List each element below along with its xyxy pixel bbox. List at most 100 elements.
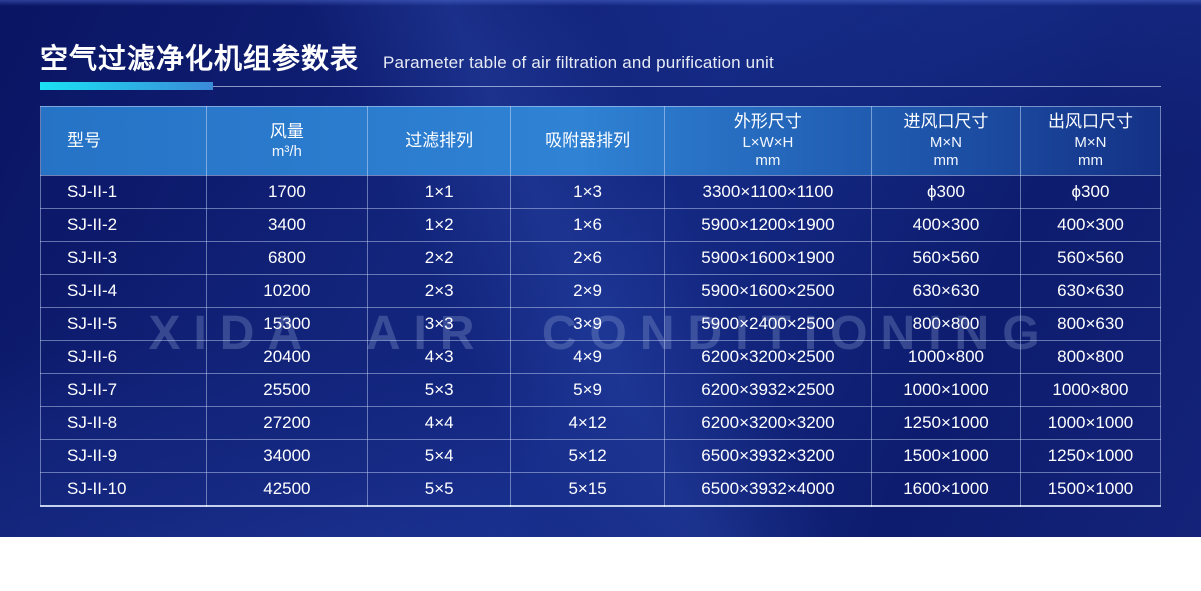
column-header-inlet-size: 进风口尺寸 M×N mm <box>871 105 1021 176</box>
dimensions-cell: 5900×1600×2500 <box>663 273 873 308</box>
table-row: SJ-II-7 25500 5×3 5×9 6200×3932×2500 1000×100… <box>40 372 1162 407</box>
adsorber-array-cell: 4×12 <box>510 405 665 440</box>
column-header-unit: mm <box>755 151 781 169</box>
outlet-size-cell: 1000×1000 <box>1019 405 1162 440</box>
inlet-size-cell: 1500×1000 <box>871 438 1021 473</box>
table-row: SJ-II-3 6800 2×2 2×6 5900×1600×1900 560×560 56… <box>40 240 1162 275</box>
column-header-model: 型号 <box>40 105 207 176</box>
air-volume-cell: 27200 <box>205 405 369 440</box>
filter-array-cell: 2×3 <box>367 273 512 308</box>
adsorber-array-cell: 5×9 <box>510 372 665 407</box>
table-head: 型号 风量 m³/h 过滤排列 吸附器排列 外形尺寸 L×W×H mm 进风口尺寸 M×N mm 出风… <box>40 105 1162 176</box>
column-header-air-volume: 风量 m³/h <box>205 105 369 176</box>
column-header-sub: m³/h <box>271 142 302 160</box>
model-cell: SJ-II-1 <box>40 174 207 209</box>
model-cell: SJ-II-5 <box>40 306 207 341</box>
outlet-size-cell: 400×300 <box>1019 207 1162 242</box>
column-header-label: 风量 <box>269 121 304 141</box>
outlet-size-cell: ϕ300 <box>1019 174 1162 209</box>
table-row: SJ-II-2 3400 1×2 1×6 5900×1200×1900 400×300 40… <box>40 207 1162 242</box>
inlet-size-cell: 1250×1000 <box>871 405 1021 440</box>
dimensions-cell: 6200×3932×2500 <box>663 372 873 407</box>
filter-array-cell: 3×3 <box>367 306 512 341</box>
dimensions-cell: 3300×1100×1100 <box>663 174 873 209</box>
column-header-label: 过滤排列 <box>405 130 474 150</box>
adsorber-array-cell: 4×9 <box>510 339 665 374</box>
column-header-sub: M×N <box>929 133 963 151</box>
model-cell: SJ-II-8 <box>40 405 207 440</box>
filter-array-cell: 5×4 <box>367 438 512 473</box>
air-volume-cell: 34000 <box>205 438 369 473</box>
inlet-size-cell: 560×560 <box>871 240 1021 275</box>
table-body: SJ-II-1 1700 1×1 1×3 3300×1100×1100 ϕ300 ϕ300 S… <box>40 174 1162 507</box>
inlet-size-cell: 800×800 <box>871 306 1021 341</box>
dimensions-cell: 6200×3200×3200 <box>663 405 873 440</box>
model-cell: SJ-II-9 <box>40 438 207 473</box>
air-volume-cell: 25500 <box>205 372 369 407</box>
page-title: 空气过滤净化机组参数表 <box>40 43 360 74</box>
column-header-outlet-size: 出风口尺寸 M×N mm <box>1019 105 1162 176</box>
air-volume-cell: 42500 <box>205 471 369 507</box>
title-rule <box>40 81 1161 91</box>
filter-array-cell: 4×3 <box>367 339 512 374</box>
adsorber-array-cell: 5×12 <box>510 438 665 473</box>
inlet-size-cell: 1000×1000 <box>871 372 1021 407</box>
adsorber-array-cell: 3×9 <box>510 306 665 341</box>
adsorber-array-cell: 1×6 <box>510 207 665 242</box>
filter-array-cell: 1×1 <box>367 174 512 209</box>
outlet-size-cell: 800×800 <box>1019 339 1162 374</box>
model-cell: SJ-II-10 <box>40 471 207 507</box>
column-header-sub: M×N <box>1074 133 1107 151</box>
air-volume-cell: 20400 <box>205 339 369 374</box>
column-header-dimensions: 外形尺寸 L×W×H mm <box>663 105 873 176</box>
air-volume-cell: 6800 <box>205 240 369 275</box>
inlet-size-cell: 630×630 <box>871 273 1021 308</box>
outlet-size-cell: 1000×800 <box>1019 372 1162 407</box>
dimensions-cell: 6500×3932×3200 <box>663 438 873 473</box>
air-volume-cell: 1700 <box>205 174 369 209</box>
table-row: SJ-II-10 42500 5×5 5×15 6500×3932×4000 1600×1… <box>40 471 1162 507</box>
model-cell: SJ-II-6 <box>40 339 207 374</box>
page-subtitle: Parameter table of air filtration and pu… <box>383 53 774 72</box>
adsorber-array-cell: 2×9 <box>510 273 665 308</box>
column-header-label: 型号 <box>67 130 101 150</box>
column-header-label: 进风口尺寸 <box>903 112 989 132</box>
column-header-label: 外形尺寸 <box>733 112 802 132</box>
outlet-size-cell: 800×630 <box>1019 306 1162 341</box>
dimensions-cell: 5900×2400×2500 <box>663 306 873 341</box>
filter-array-cell: 4×4 <box>367 405 512 440</box>
outlet-size-cell: 1250×1000 <box>1019 438 1162 473</box>
air-volume-cell: 10200 <box>205 273 369 308</box>
inlet-size-cell: 1000×800 <box>871 339 1021 374</box>
title-row: 空气过滤净化机组参数表 Parameter table of air filtr… <box>0 0 1201 75</box>
inlet-size-cell: 1600×1000 <box>871 471 1021 507</box>
air-volume-cell: 3400 <box>205 207 369 242</box>
dimensions-cell: 6200×3200×2500 <box>663 339 873 374</box>
filter-array-cell: 1×2 <box>367 207 512 242</box>
spec-panel: 空气过滤净化机组参数表 Parameter table of air filtr… <box>0 0 1201 537</box>
column-header-unit: mm <box>1077 151 1103 169</box>
inlet-size-cell: 400×300 <box>871 207 1021 242</box>
model-cell: SJ-II-3 <box>40 240 207 275</box>
table-row: SJ-II-1 1700 1×1 1×3 3300×1100×1100 ϕ300 ϕ300 <box>40 174 1162 209</box>
table-row: SJ-II-6 20400 4×3 4×9 6200×3200×2500 1000×800… <box>40 339 1162 374</box>
column-header-adsorber-array: 吸附器排列 <box>510 105 665 176</box>
adsorber-array-cell: 2×6 <box>510 240 665 275</box>
filter-array-cell: 5×3 <box>367 372 512 407</box>
table-row: SJ-II-4 10200 2×3 2×9 5900×1600×2500 630×630 6… <box>40 273 1162 308</box>
outlet-size-cell: 560×560 <box>1019 240 1162 275</box>
parameter-table: 型号 风量 m³/h 过滤排列 吸附器排列 外形尺寸 L×W×H mm 进风口尺寸 M×N mm 出风… <box>40 105 1162 507</box>
column-header-unit: mm <box>933 151 959 169</box>
dimensions-cell: 5900×1200×1900 <box>663 207 873 242</box>
table-row: SJ-II-8 27200 4×4 4×12 6200×3200×3200 1250×10… <box>40 405 1162 440</box>
model-cell: SJ-II-4 <box>40 273 207 308</box>
filter-array-cell: 2×2 <box>367 240 512 275</box>
dimensions-cell: 6500×3932×4000 <box>663 471 873 507</box>
inlet-size-cell: ϕ300 <box>871 174 1021 209</box>
adsorber-array-cell: 5×15 <box>510 471 665 507</box>
table-row: SJ-II-9 34000 5×4 5×12 6500×3932×3200 1500×10… <box>40 438 1162 473</box>
outlet-size-cell: 630×630 <box>1019 273 1162 308</box>
air-volume-cell: 15300 <box>205 306 369 341</box>
model-cell: SJ-II-2 <box>40 207 207 242</box>
adsorber-array-cell: 1×3 <box>510 174 665 209</box>
